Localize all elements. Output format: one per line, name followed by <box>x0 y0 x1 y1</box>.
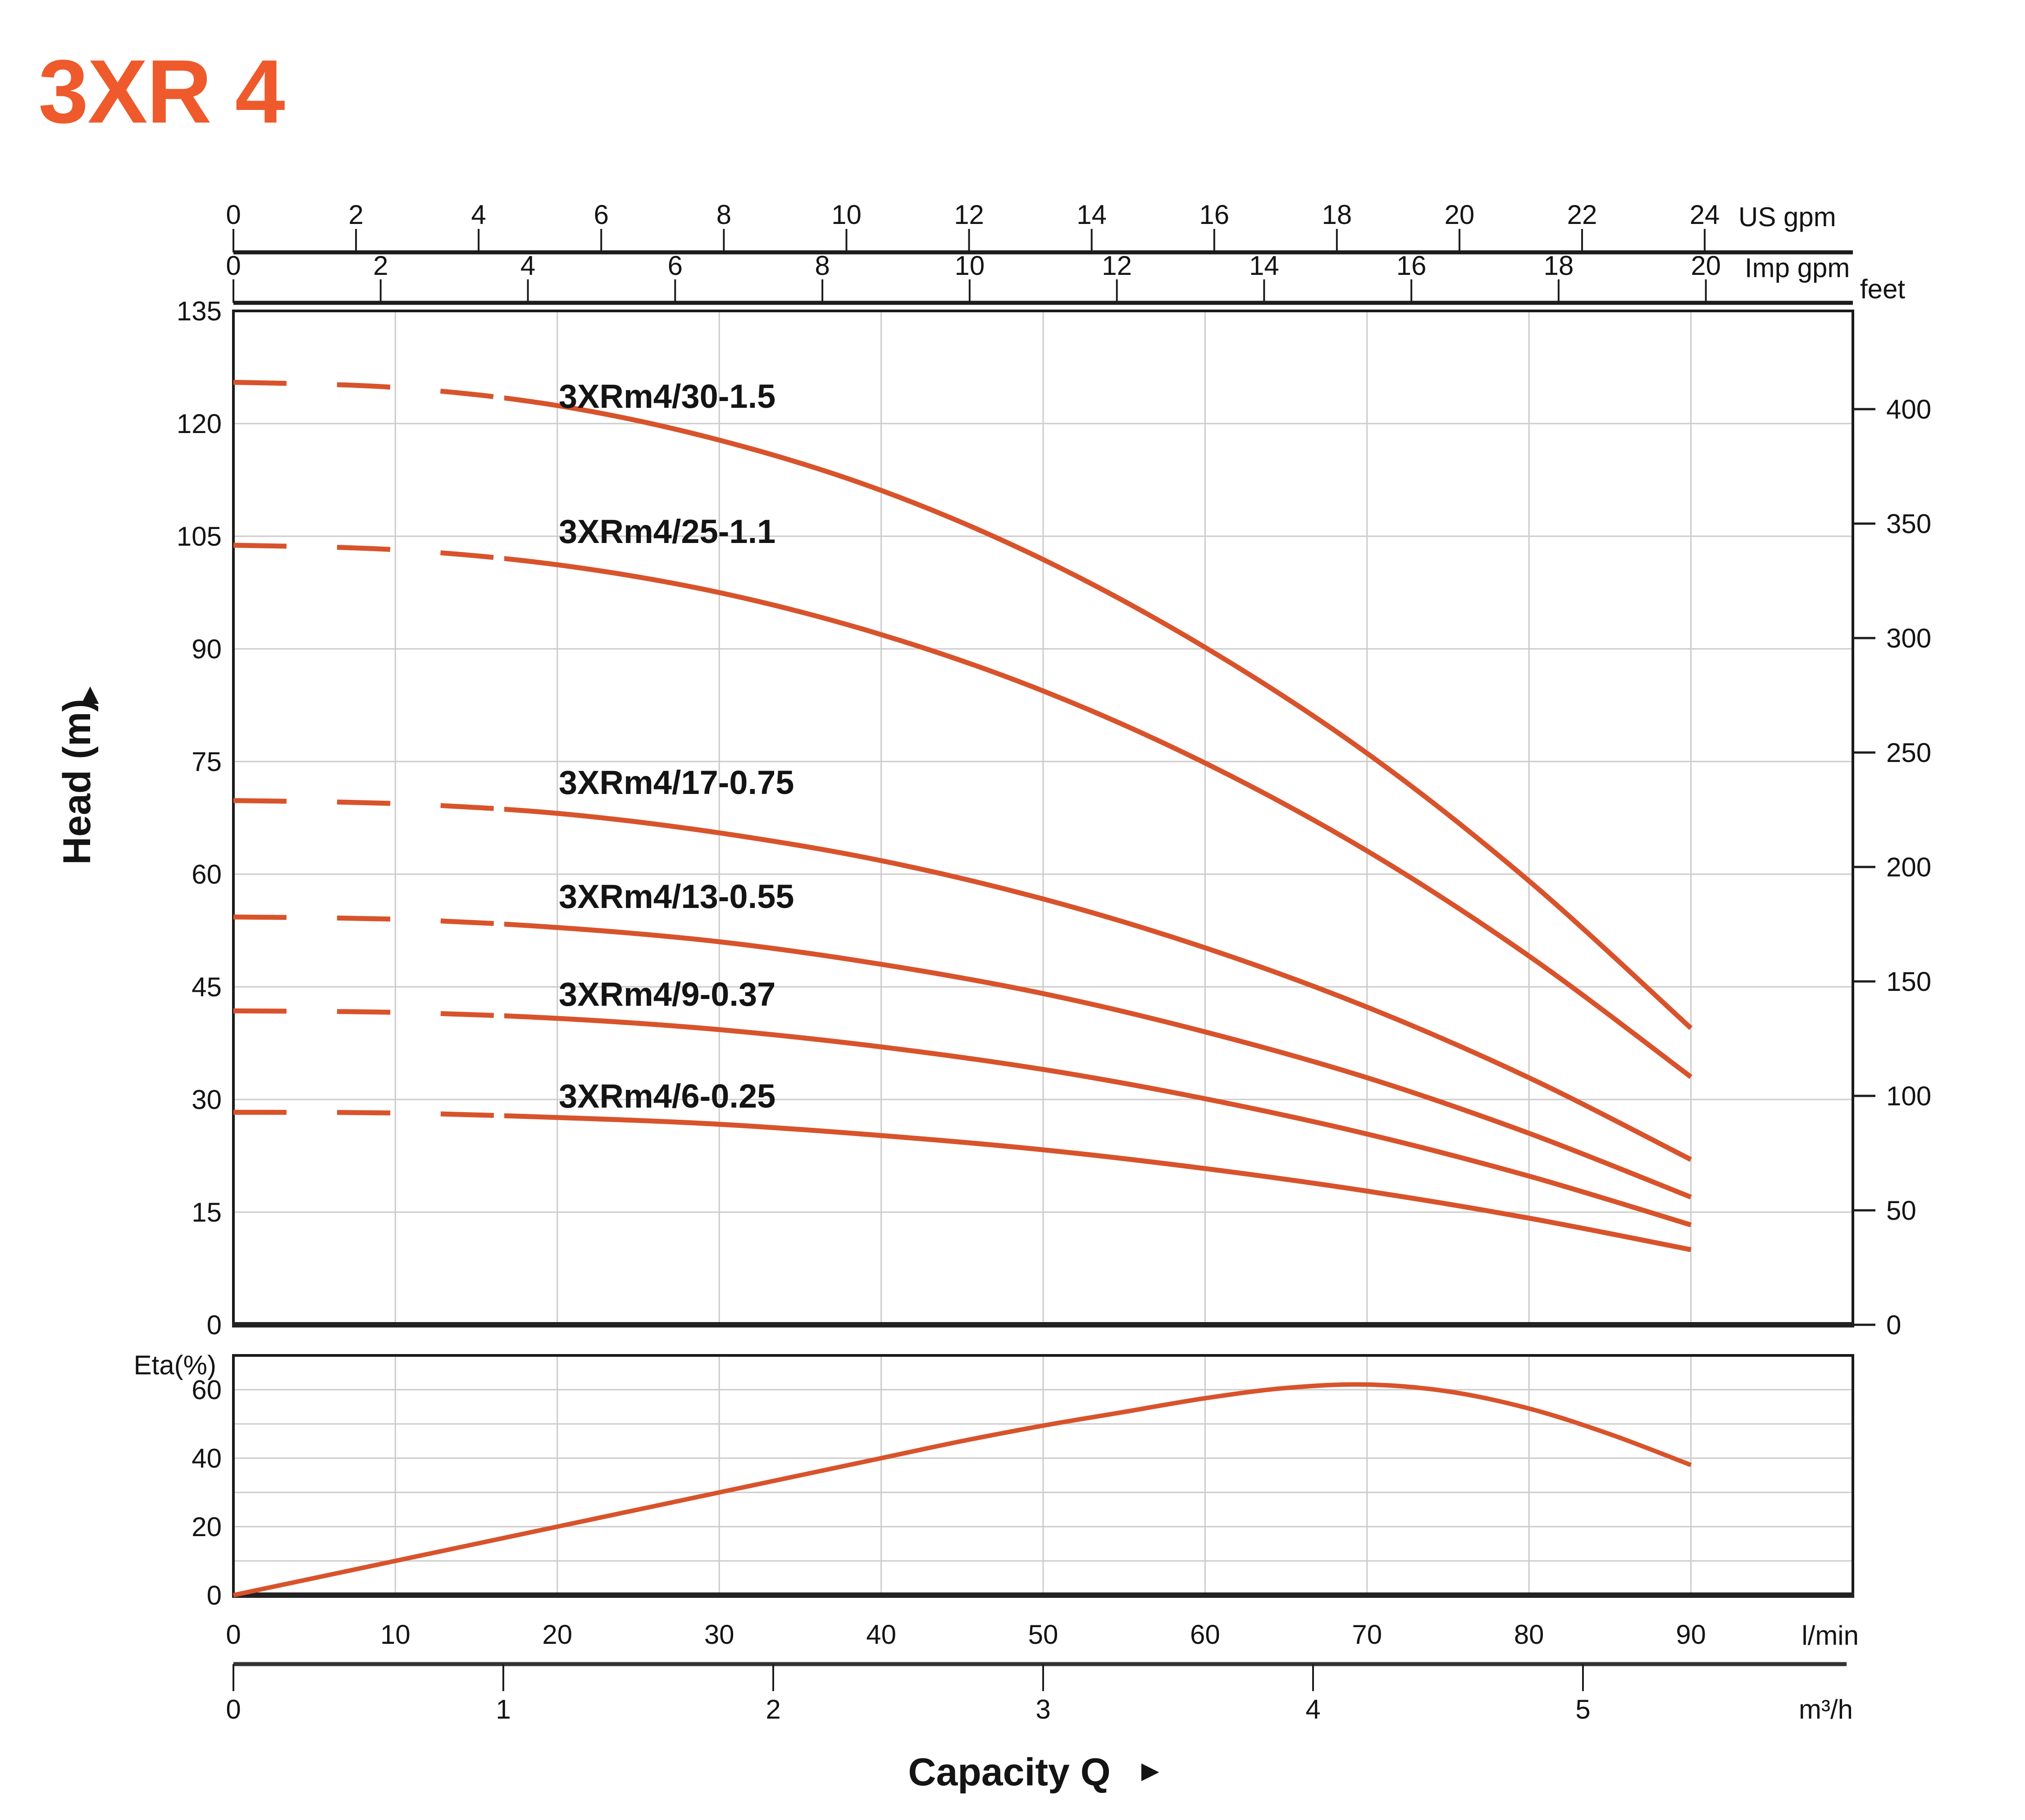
head-tick-label: 120 <box>177 409 222 439</box>
m3h-tick-label: 3 <box>1035 1694 1050 1724</box>
curve-label-3xrm4-13-0.55: 3XRm4/13-0.55 <box>559 878 794 915</box>
page-title: 3XR 4 <box>38 41 285 142</box>
us-gpm-axis-label: US gpm <box>1738 202 1836 232</box>
us-gpm-tick-label: 4 <box>471 200 486 230</box>
feet-tick-label: 100 <box>1886 1081 1931 1111</box>
curve-label-3xrm4-30-1.5: 3XRm4/30-1.5 <box>559 378 775 415</box>
head-curve-dashed-2 <box>233 798 504 812</box>
imp-gpm-tick-label: 2 <box>373 251 388 281</box>
curve-label-3xrm4-9-0.37: 3XRm4/9-0.37 <box>559 976 775 1013</box>
head-tick-label: 75 <box>192 747 222 777</box>
head-curve-dashed-0 <box>233 379 504 401</box>
lmin-tick-label: 30 <box>704 1619 734 1650</box>
imp-gpm-tick-label: 14 <box>1249 251 1279 281</box>
m3h-axis-label: m³/h <box>1799 1694 1853 1724</box>
eta-tick-label: 60 <box>192 1375 222 1405</box>
feet-tick-label: 400 <box>1886 394 1931 424</box>
lmin-tick-label: 70 <box>1352 1619 1382 1650</box>
imp-gpm-tick-label: 12 <box>1102 251 1132 281</box>
svg-text:Head (m): Head (m) <box>55 699 99 865</box>
imp-gpm-axis-label: Imp gpm <box>1745 253 1850 283</box>
us-gpm-tick-label: 6 <box>594 200 609 230</box>
m3h-tick-label: 2 <box>766 1694 780 1724</box>
us-gpm-tick-label: 20 <box>1445 200 1475 230</box>
imp-gpm-tick-label: 10 <box>954 251 985 281</box>
lmin-tick-label: 0 <box>226 1619 241 1650</box>
lmin-tick-label: 10 <box>380 1619 410 1650</box>
lmin-tick-label: 40 <box>866 1619 896 1650</box>
imp-gpm-tick-label: 8 <box>815 251 830 281</box>
imp-gpm-tick-label: 16 <box>1396 251 1427 281</box>
imp-gpm-tick-label: 0 <box>226 251 241 281</box>
head-tick-label: 15 <box>192 1197 222 1227</box>
feet-tick-label: 150 <box>1886 967 1931 997</box>
feet-tick-label: 200 <box>1886 852 1931 882</box>
lmin-tick-label: 80 <box>1514 1619 1544 1650</box>
head-curve-dashed-4 <box>233 1008 504 1018</box>
us-gpm-tick-label: 0 <box>226 200 241 230</box>
us-gpm-tick-label: 18 <box>1322 200 1352 230</box>
us-gpm-tick-label: 8 <box>716 200 731 230</box>
efficiency-curve <box>233 1382 1692 1597</box>
eta-tick-label: 20 <box>192 1512 222 1542</box>
head-tick-label: 105 <box>177 521 222 552</box>
head-tick-label: 45 <box>192 972 222 1002</box>
head-tick-label: 30 <box>192 1085 222 1115</box>
us-gpm-tick-label: 22 <box>1567 200 1597 230</box>
head-axis-title: Head (m) <box>55 699 99 865</box>
us-gpm-tick-label: 16 <box>1199 200 1229 230</box>
head-curve-dashed-5 <box>233 1109 504 1118</box>
head-curve-4 <box>504 1013 1692 1227</box>
us-gpm-tick-label: 14 <box>1076 200 1107 230</box>
lmin-tick-label: 90 <box>1676 1619 1706 1650</box>
imp-gpm-tick-label: 6 <box>668 251 683 281</box>
curve-label-3xrm4-25-1.1: 3XRm4/25-1.1 <box>559 513 775 550</box>
feet-axis-label: feet <box>1860 274 1905 304</box>
head-curve-dashed-3 <box>233 914 504 927</box>
head-curve-dashed-1 <box>233 543 504 561</box>
head-curve-2 <box>504 807 1692 1162</box>
head-tick-label: 60 <box>192 859 222 889</box>
lmin-tick-label: 60 <box>1190 1619 1220 1650</box>
m3h-tick-label: 4 <box>1305 1694 1320 1724</box>
lmin-tick-label: 20 <box>542 1619 572 1650</box>
eta-tick-label: 40 <box>192 1443 222 1473</box>
head-curve-0 <box>504 395 1693 1030</box>
m3h-tick-label: 5 <box>1575 1694 1590 1724</box>
us-gpm-tick-label: 10 <box>831 200 862 230</box>
curve-label-3xrm4-17-0.75: 3XRm4/17-0.75 <box>559 764 794 801</box>
imp-gpm-tick-label: 20 <box>1691 251 1721 281</box>
us-gpm-tick-label: 2 <box>348 200 363 230</box>
imp-gpm-tick-label: 4 <box>520 251 535 281</box>
m3h-tick-label: 0 <box>226 1694 241 1724</box>
capacity-axis-title: Capacity Q <box>908 1751 1110 1794</box>
feet-tick-label: 0 <box>1886 1310 1901 1340</box>
eta-tick-label: 0 <box>207 1580 222 1610</box>
right-arrow-icon: ► <box>1136 1754 1165 1787</box>
feet-tick-label: 250 <box>1886 738 1931 768</box>
head-curve-5 <box>504 1113 1692 1252</box>
us-gpm-tick-label: 12 <box>954 200 984 230</box>
up-arrow-icon: ▲ <box>75 677 105 710</box>
lmin-axis-label: l/min <box>1802 1620 1859 1651</box>
curve-label-3xrm4-6-0.25: 3XRm4/6-0.25 <box>559 1077 775 1115</box>
head-curve-1 <box>504 556 1692 1079</box>
m3h-tick-label: 1 <box>496 1694 511 1724</box>
lmin-tick-label: 50 <box>1028 1619 1058 1650</box>
feet-tick-label: 50 <box>1886 1195 1916 1226</box>
imp-gpm-tick-label: 18 <box>1544 251 1574 281</box>
eta-axis-label: Eta(%) <box>134 1350 216 1380</box>
head-tick-label: 90 <box>192 634 222 664</box>
head-tick-label: 0 <box>207 1310 222 1340</box>
feet-tick-label: 300 <box>1886 623 1931 653</box>
head-curve-3 <box>504 921 1692 1200</box>
us-gpm-tick-label: 24 <box>1690 200 1720 230</box>
feet-tick-label: 350 <box>1886 509 1931 539</box>
head-tick-label: 135 <box>177 296 222 326</box>
